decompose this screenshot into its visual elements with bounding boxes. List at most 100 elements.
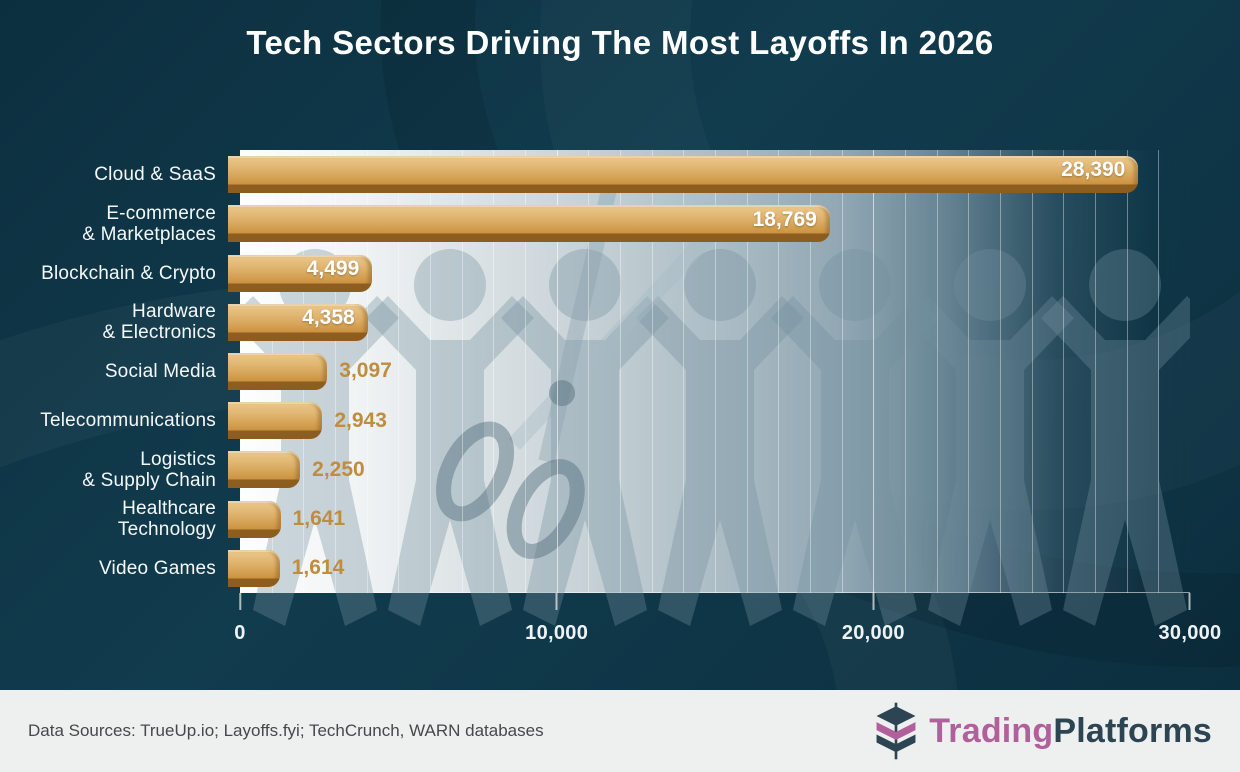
category-label: Cloud & SaaS: [0, 164, 228, 185]
minor-gridline: [620, 150, 621, 593]
minor-gridline: [841, 150, 843, 593]
bar: 4,358: [228, 303, 368, 341]
chart-row: Healthcare Technology 1,641: [0, 495, 1190, 544]
chart-row: Telecommunications 2,943: [0, 396, 1190, 445]
bar: 1,641: [228, 500, 345, 538]
bar: 4,499: [228, 254, 373, 292]
chart-row: Cloud & SaaS 28,390: [0, 150, 1190, 199]
bar: 1,614: [228, 549, 344, 587]
minor-gridline: [936, 150, 938, 593]
x-tick-label: 10,000: [525, 622, 589, 644]
category-label-line: Healthcare: [122, 498, 216, 520]
category-label: Blockchain & Crypto: [0, 263, 228, 284]
value-label: 2,250: [312, 457, 365, 481]
x-tick-label: 0: [234, 622, 246, 644]
minor-gridline: [810, 150, 811, 593]
bar-cell: 4,499: [228, 248, 1190, 297]
minor-gridline: [1095, 150, 1096, 593]
category-label: Healthcare Technology: [0, 498, 228, 540]
x-tick-mark: [1188, 593, 1191, 610]
bar-cell: 18,769: [228, 199, 1190, 248]
bar-rows: Cloud & SaaS 28,390 E-commerce & Marketplac…: [0, 150, 1190, 593]
x-axis: 0 10,000 20,000 30,000: [234, 593, 1221, 663]
category-label-line: & Electronics: [102, 322, 216, 344]
category-label: Social Media: [0, 361, 228, 382]
x-tick: 20,000: [842, 593, 905, 645]
category-label-line: Telecommunications: [40, 410, 216, 432]
value-label: 18,769: [752, 207, 817, 231]
value-label: 4,358: [302, 306, 355, 329]
minor-gridline: [1063, 150, 1065, 593]
category-label-line: Video Games: [99, 557, 216, 579]
bar-cell: 1,641: [228, 495, 1190, 544]
minor-gridline: [968, 150, 970, 593]
bar-cell: 1,614: [228, 544, 1190, 593]
x-tick-mark: [555, 593, 558, 610]
value-label: 1,614: [291, 556, 345, 580]
bar: 2,250: [228, 451, 365, 489]
x-tick: 30,000: [1159, 593, 1222, 645]
minor-gridline: [461, 150, 463, 593]
x-tick: 10,000: [525, 593, 588, 645]
minor-gridline: [1158, 150, 1160, 593]
major-gridline: [556, 150, 558, 593]
minor-gridline: [525, 150, 526, 593]
minor-gridline: [493, 150, 495, 593]
category-label-line: Blockchain & Crypto: [41, 262, 216, 284]
category-label-line: & Marketplaces: [82, 223, 216, 245]
category-label: Video Games: [0, 558, 228, 579]
chart-row: Logistics & Supply Chain 2,250: [0, 445, 1190, 494]
minor-gridline: [905, 150, 906, 593]
category-label: Logistics & Supply Chain: [0, 449, 228, 491]
bar-cell: 4,358: [228, 298, 1190, 347]
chart-row: Video Games 1,614: [0, 544, 1190, 593]
category-label-line: Cloud & SaaS: [94, 164, 216, 186]
category-label: Hardware & Electronics: [0, 301, 228, 343]
minor-gridline: [335, 150, 336, 593]
category-label-line: Logistics: [140, 448, 216, 470]
value-label: 3,097: [339, 359, 392, 383]
brand-logo: TradingPlatforms: [873, 701, 1212, 761]
brand-name-second: Platforms: [1053, 711, 1212, 750]
x-tick-label: 20,000: [841, 622, 905, 644]
minor-gridline: [1031, 150, 1033, 593]
chart-row: Social Media 3,097: [0, 347, 1190, 396]
minor-gridline: [715, 150, 716, 593]
brand-name-first: Trading: [929, 711, 1054, 750]
minor-gridline: [651, 150, 653, 593]
x-tick-mark: [872, 593, 875, 610]
value-label: 28,390: [1061, 158, 1126, 182]
category-label: E-commerce & Marketplaces: [0, 203, 228, 245]
minor-gridline: [430, 150, 431, 593]
minor-gridline: [588, 150, 590, 593]
x-tick-mark: [239, 593, 241, 610]
data-sources-text: Data Sources: TrueUp.io; Layoffs.fyi; Te…: [28, 721, 544, 740]
stacked-layers-icon: [876, 702, 916, 760]
category-label-line: Hardware: [132, 301, 216, 323]
x-tick: 0: [234, 593, 245, 645]
category-label-line: & Supply Chain: [82, 469, 216, 491]
bar-cell: 28,390: [228, 150, 1190, 199]
footer: Data Sources: TrueUp.io; Layoffs.fyi; Te…: [0, 690, 1240, 772]
chart-row: Hardware & Electronics 4,358: [0, 298, 1190, 347]
bar: 2,943: [228, 402, 387, 440]
minor-gridline: [366, 150, 368, 593]
category-label-line: E-commerce: [106, 202, 216, 224]
category-label-line: Social Media: [104, 360, 216, 382]
value-label: 2,943: [334, 408, 387, 432]
chart-row: E-commerce & Marketplaces 18,769: [0, 199, 1190, 248]
value-label: 1,641: [292, 507, 346, 531]
minor-gridline: [398, 150, 400, 593]
major-gridline: [873, 150, 875, 593]
minor-gridline: [683, 150, 685, 593]
x-tick-label: 30,000: [1158, 622, 1222, 644]
bar-cell: 3,097: [228, 347, 1190, 396]
category-label-line: Technology: [117, 519, 216, 541]
minor-gridline: [778, 150, 780, 593]
brand-name: TradingPlatforms: [929, 712, 1212, 751]
value-label: 4,499: [306, 256, 360, 280]
bar: 28,390: [228, 156, 1139, 194]
bar: 18,769: [228, 205, 830, 243]
chart-title: Tech Sectors Driving The Most Layoffs In…: [246, 24, 994, 61]
